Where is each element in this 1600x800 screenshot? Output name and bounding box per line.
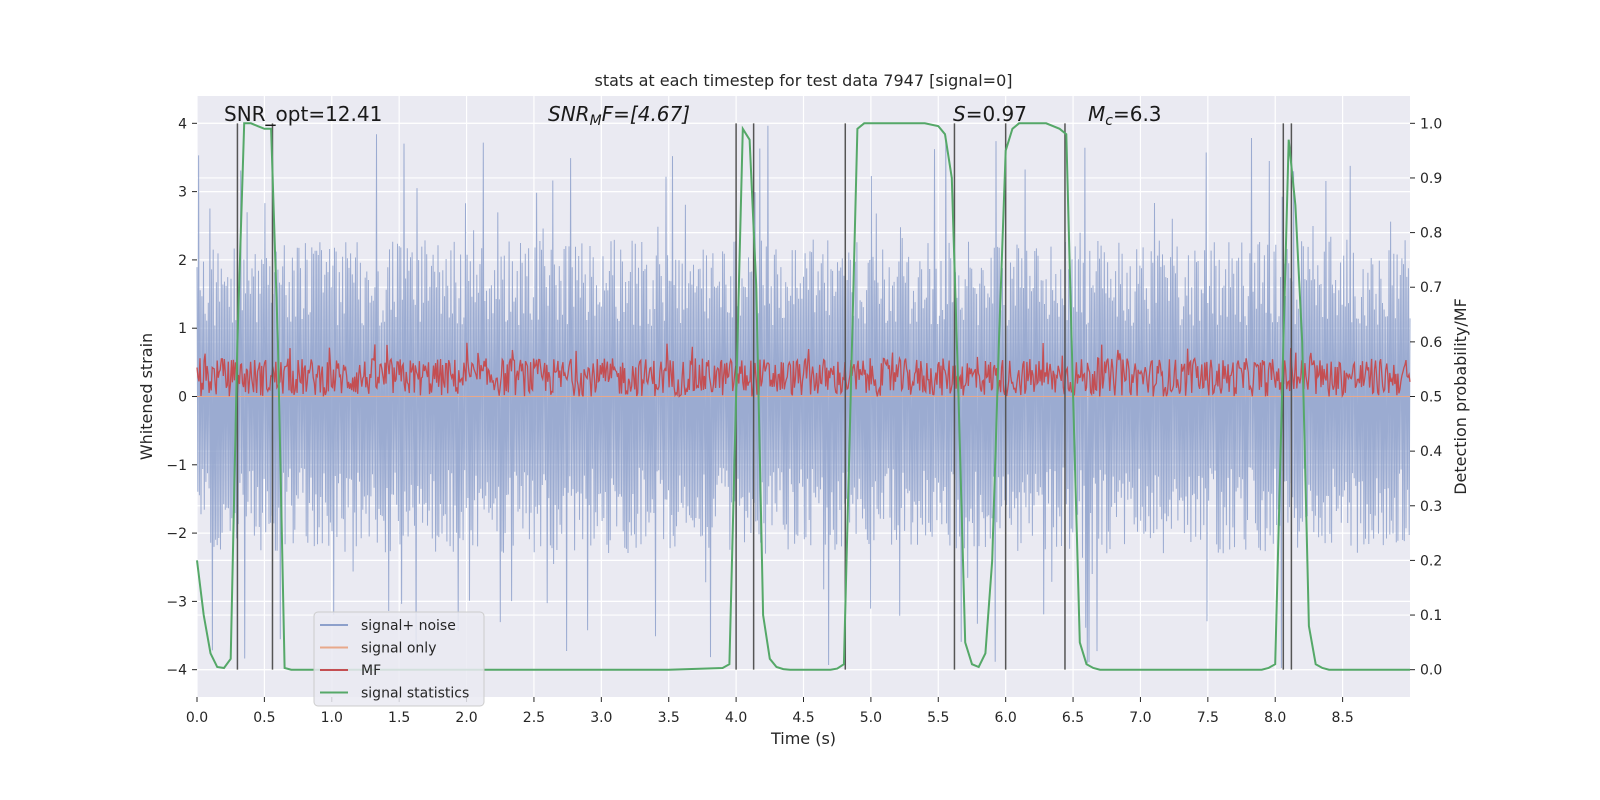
y-right-tick-label: 0.2: [1420, 553, 1442, 569]
chart-title: stats at each timestep for test data 794…: [594, 71, 1012, 90]
y-left-tick-label: 1: [178, 321, 187, 337]
x-tick-label: 0.0: [186, 710, 208, 726]
x-tick-label: 6.5: [1062, 710, 1084, 726]
x-tick-label: 3.0: [590, 710, 612, 726]
annotation-s-symbol: S: [953, 102, 966, 126]
y-left-axis-label: Whitened strain: [137, 333, 156, 460]
x-axis-ticks: 0.0 0.5 1.0 1.5 2.0 2.5 3.0 3.5 4.0 4.5 5.0 5.5 6.0 6…: [186, 697, 1354, 726]
x-tick-label: 4.5: [792, 710, 814, 726]
legend-box: [313, 611, 485, 707]
series-signal-statistics: [196, 122, 1410, 671]
y-right-axis-label: Detection probability/MF: [1451, 298, 1470, 495]
y-right-tick-label: 0.8: [1420, 226, 1442, 242]
y-left-tick-label: −3: [166, 594, 187, 610]
vertical-marker-lines: [236, 123, 1293, 670]
y-left-tick-label: 3: [178, 185, 187, 201]
annotation-snr-mf-value: F=[4.67]: [602, 102, 690, 126]
y-right-tick-label: 0.7: [1420, 280, 1442, 296]
annotation-mc-symbol: M: [1088, 102, 1105, 126]
y-right-tick-label: 0.0: [1420, 663, 1442, 679]
x-tick-label: 3.5: [658, 710, 680, 726]
mf-line: [196, 342, 1411, 398]
legend: signal+ noise signal only MF signal statist…: [313, 611, 485, 707]
y-right-tick-label: 0.3: [1420, 499, 1442, 515]
annotation-mc-value: =6.3: [1113, 102, 1162, 126]
annotation-snr-mf-symbol: SNR: [548, 102, 590, 126]
x-tick-label: 8.0: [1264, 710, 1286, 726]
y-left-tick-label: 0: [178, 390, 187, 406]
signal-statistics-line: [196, 122, 1410, 671]
x-tick-label: 1.5: [388, 710, 410, 726]
x-tick-label: 8.5: [1331, 710, 1353, 726]
y-right-tick-label: 0.9: [1420, 171, 1442, 187]
y-left-tick-label: 4: [178, 116, 187, 132]
annotation-s-value: =0.97: [966, 102, 1027, 126]
y-left-tick-label: −4: [166, 663, 187, 679]
x-axis-label: Time (s): [770, 729, 836, 748]
annotation-snr-mf: SNRMF=[4.67]: [548, 102, 690, 129]
x-tick-label: 1.0: [321, 710, 343, 726]
y-right-tick-label: 1.0: [1420, 116, 1442, 132]
x-tick-label: 2.5: [523, 710, 545, 726]
annotation-snr-mf-subscript: M: [590, 113, 602, 129]
x-tick-label: 5.5: [927, 710, 949, 726]
y-left-axis-ticks: 4 3 2 1 0 −1 −2 −3 −4: [166, 116, 197, 679]
y-right-tick-label: 0.5: [1420, 390, 1442, 406]
series-signal-noise: [196, 125, 1411, 669]
x-tick-label: 5.0: [860, 710, 882, 726]
signal-noise-line: [196, 125, 1411, 669]
legend-label: signal only: [361, 641, 436, 657]
y-left-tick-label: −1: [166, 458, 187, 474]
legend-label: signal+ noise: [361, 618, 456, 634]
series-mf: [196, 342, 1411, 398]
x-tick-label: 4.0: [725, 710, 747, 726]
x-tick-label: 7.5: [1197, 710, 1219, 726]
annotation-mc: Mc=6.3: [1088, 102, 1162, 129]
y-left-tick-label: 2: [178, 253, 187, 269]
legend-label: MF: [361, 663, 381, 679]
annotation-snr-opt: SNR_opt=12.41: [224, 102, 382, 126]
y-right-tick-label: 0.1: [1420, 608, 1442, 624]
x-tick-label: 7.0: [1129, 710, 1151, 726]
y-right-tick-label: 0.6: [1420, 335, 1442, 351]
x-tick-label: 2.0: [455, 710, 477, 726]
legend-label: signal statistics: [361, 686, 469, 702]
annotation-s: S=0.97: [953, 102, 1027, 126]
x-tick-label: 0.5: [253, 710, 275, 726]
x-tick-label: 6.0: [995, 710, 1017, 726]
y-left-tick-label: −2: [166, 526, 187, 542]
y-right-tick-label: 0.4: [1420, 444, 1442, 460]
y-right-axis-ticks: 1.0 0.9 0.8 0.7 0.6 0.5 0.4 0.3 0.2 0.1 0.0: [1410, 116, 1442, 679]
annotation-mc-subscript: c: [1105, 113, 1113, 129]
